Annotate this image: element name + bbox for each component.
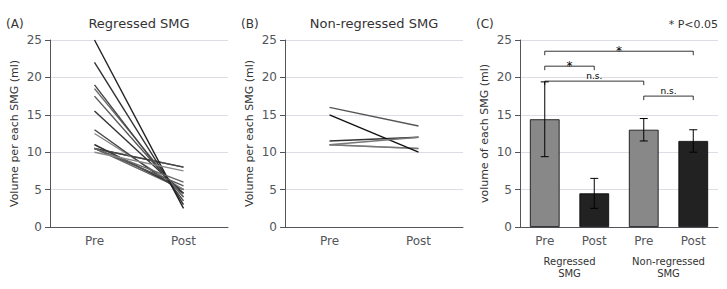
svg-text:Regressed SMG: Regressed SMG <box>88 16 189 31</box>
svg-text:Regressed: Regressed <box>544 256 596 267</box>
svg-text:*: * <box>567 59 573 73</box>
svg-text:Pre: Pre <box>535 234 554 248</box>
svg-text:15: 15 <box>497 108 512 122</box>
svg-text:Post: Post <box>681 234 706 248</box>
svg-text:5: 5 <box>504 183 512 197</box>
svg-text:Pre: Pre <box>634 234 653 248</box>
svg-text:Pre: Pre <box>85 234 104 248</box>
svg-text:Volume per each SMG (ml): Volume per each SMG (ml) <box>8 60 21 207</box>
svg-text:15: 15 <box>262 108 277 122</box>
svg-text:Post: Post <box>582 234 607 248</box>
svg-text:10: 10 <box>262 145 277 159</box>
svg-text:SMG: SMG <box>657 268 680 279</box>
svg-text:(C): (C) <box>476 17 494 31</box>
svg-text:* P<0.05: * P<0.05 <box>669 18 718 31</box>
svg-text:Post: Post <box>406 234 431 248</box>
svg-text:25: 25 <box>497 33 512 47</box>
svg-text:10: 10 <box>497 145 512 159</box>
svg-text:(A): (A) <box>6 17 24 31</box>
svg-text:25: 25 <box>262 33 277 47</box>
svg-text:Non-regressed: Non-regressed <box>632 256 705 267</box>
svg-text:Non-regressed SMG: Non-regressed SMG <box>310 16 438 31</box>
svg-text:0: 0 <box>269 220 277 234</box>
svg-text:20: 20 <box>262 70 277 84</box>
svg-text:n.s.: n.s. <box>586 71 602 81</box>
svg-text:10: 10 <box>27 145 42 159</box>
svg-text:20: 20 <box>497 70 512 84</box>
svg-text:20: 20 <box>27 70 42 84</box>
svg-text:25: 25 <box>27 33 42 47</box>
svg-text:0: 0 <box>34 220 42 234</box>
svg-text:(B): (B) <box>241 17 259 31</box>
svg-text:Pre: Pre <box>320 234 339 248</box>
svg-text:n.s.: n.s. <box>660 86 676 96</box>
svg-text:5: 5 <box>34 183 42 197</box>
svg-text:SMG: SMG <box>558 268 581 279</box>
svg-text:*: * <box>616 44 622 58</box>
svg-text:Post: Post <box>171 234 196 248</box>
svg-text:0: 0 <box>504 220 512 234</box>
svg-text:5: 5 <box>269 183 277 197</box>
svg-text:Volume per each SMG (ml): Volume per each SMG (ml) <box>243 60 256 207</box>
svg-text:15: 15 <box>27 108 42 122</box>
svg-text:volume of each SMG (ml): volume of each SMG (ml) <box>478 64 491 203</box>
